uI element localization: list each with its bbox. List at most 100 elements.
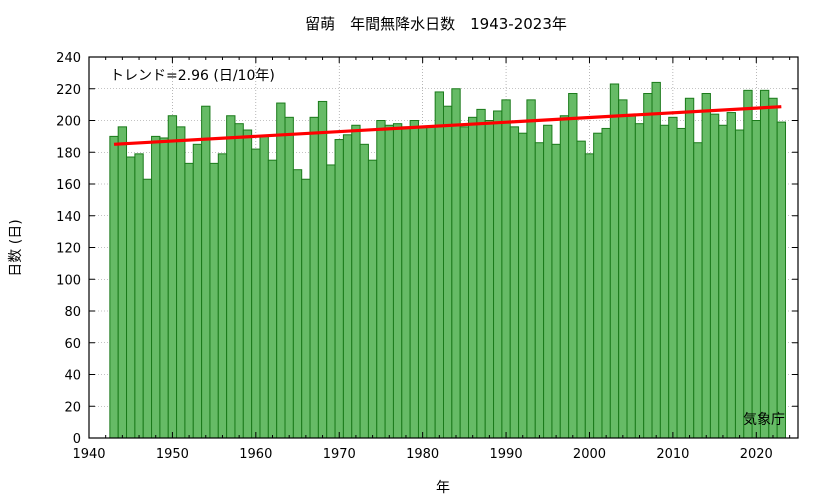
bar-1982 [434, 91, 445, 439]
bar-1978 [401, 126, 411, 439]
bar-2016 [718, 124, 728, 439]
y-tick-label-100: 100 [56, 273, 81, 288]
trend-line-group [113, 105, 782, 146]
y-tick-label-0: 0 [73, 432, 81, 447]
x-tick-label-2010: 2010 [656, 447, 689, 462]
bar-1957 [226, 115, 236, 439]
bar-2022 [768, 97, 778, 439]
bar-1990 [501, 99, 511, 439]
x-axis-tick-labels: 1940 1950 1960 1970 1980 1990 2000 2010 2020 [72, 447, 772, 462]
bar-1980 [417, 126, 428, 439]
bar-1947 [142, 178, 153, 439]
bar-1962 [267, 159, 278, 439]
y-tick-label-240: 240 [56, 51, 81, 66]
bar-2008 [651, 81, 661, 439]
trend-annotation: トレンド=2.96 (日/10年) [110, 68, 275, 84]
bar-2003 [609, 83, 620, 439]
bar-1996 [551, 143, 561, 439]
bar-1965 [292, 169, 303, 439]
y-tick-label-160: 160 [56, 178, 81, 193]
bar-1998 [568, 93, 578, 439]
bar-2018 [734, 129, 745, 439]
y-tick-label-80: 80 [64, 305, 81, 320]
bar-1967 [309, 116, 319, 439]
bar-2007 [643, 93, 653, 439]
credit-label: 気象庁 [743, 412, 785, 428]
bar-2004 [618, 99, 628, 439]
bar-2001 [593, 132, 603, 439]
x-tick-label-1950: 1950 [156, 447, 189, 462]
bar-1961 [259, 135, 269, 439]
bar-1976 [384, 124, 394, 439]
bar-1960 [251, 148, 261, 439]
bar-1994 [534, 142, 545, 439]
trend-line [113, 105, 782, 146]
bar-1946 [134, 153, 144, 439]
y-tick-label-120: 120 [56, 242, 81, 257]
y-axis-title: 日数 (日) [8, 219, 24, 276]
bar-1956 [217, 153, 228, 439]
bar-1969 [326, 164, 336, 439]
bar-1959 [242, 129, 253, 439]
bar-2017 [726, 112, 736, 439]
bar-1964 [284, 116, 294, 439]
bar-2020 [751, 120, 761, 439]
bar-1988 [484, 120, 495, 439]
y-tick-label-180: 180 [56, 146, 81, 161]
bar-1971 [342, 134, 353, 439]
y-tick-label-60: 60 [64, 337, 81, 352]
y-axis-tick-labels: 0 20 40 60 80 100 120 140 160 180 200 220 240 [56, 51, 81, 447]
bar-1999 [576, 140, 586, 439]
bar-1949 [159, 137, 169, 439]
x-tick-label-1980: 1980 [406, 447, 439, 462]
y-tick-label-140: 140 [56, 210, 81, 225]
bar-1993 [526, 99, 536, 439]
x-axis-title: 年 [436, 480, 450, 496]
bar-1997 [559, 115, 570, 439]
bar-2019 [743, 89, 753, 439]
bar-1968 [317, 100, 328, 439]
bar-1952 [184, 162, 194, 439]
bar-1953 [192, 143, 203, 439]
chart-title: 留萌 年間無降水日数 1943-2023年 [305, 15, 567, 33]
bar-2005 [626, 115, 636, 439]
bar-1979 [409, 120, 419, 439]
bar-1945 [126, 156, 136, 439]
bar-1974 [367, 159, 378, 439]
bar-1985 [459, 126, 470, 439]
bar-1972 [351, 124, 361, 439]
bar-1975 [376, 120, 386, 439]
x-tick-label-2020: 2020 [740, 447, 773, 462]
bar-1973 [359, 143, 369, 439]
bar-1950 [167, 115, 178, 439]
bar-2013 [693, 142, 703, 439]
bar-2021 [759, 89, 770, 439]
bar-2010 [668, 116, 678, 439]
bar-2023 [776, 121, 786, 439]
bar-1970 [334, 139, 344, 439]
bar-1948 [151, 135, 161, 439]
x-tick-label-2000: 2000 [573, 447, 606, 462]
x-tick-label-1990: 1990 [490, 447, 523, 462]
bar-1966 [301, 178, 311, 439]
bar-2000 [584, 153, 595, 439]
bar-2011 [676, 127, 686, 439]
bar-1944 [117, 126, 128, 439]
bar-1991 [509, 126, 520, 439]
bar-1943 [109, 135, 119, 439]
x-tick-label-1940: 1940 [72, 447, 105, 462]
bar-1981 [426, 126, 436, 439]
bar-1984 [451, 88, 461, 439]
bar-1986 [468, 116, 478, 439]
bar-1958 [234, 123, 244, 439]
bar-1954 [201, 105, 211, 439]
x-tick-label-1960: 1960 [239, 447, 272, 462]
y-tick-label-40: 40 [64, 369, 81, 384]
bar-1977 [392, 123, 403, 439]
axis-ticks [88, 56, 798, 439]
bar-1983 [443, 105, 453, 439]
bar-1955 [209, 162, 219, 439]
y-tick-label-20: 20 [64, 400, 81, 415]
bar-2009 [659, 124, 670, 439]
